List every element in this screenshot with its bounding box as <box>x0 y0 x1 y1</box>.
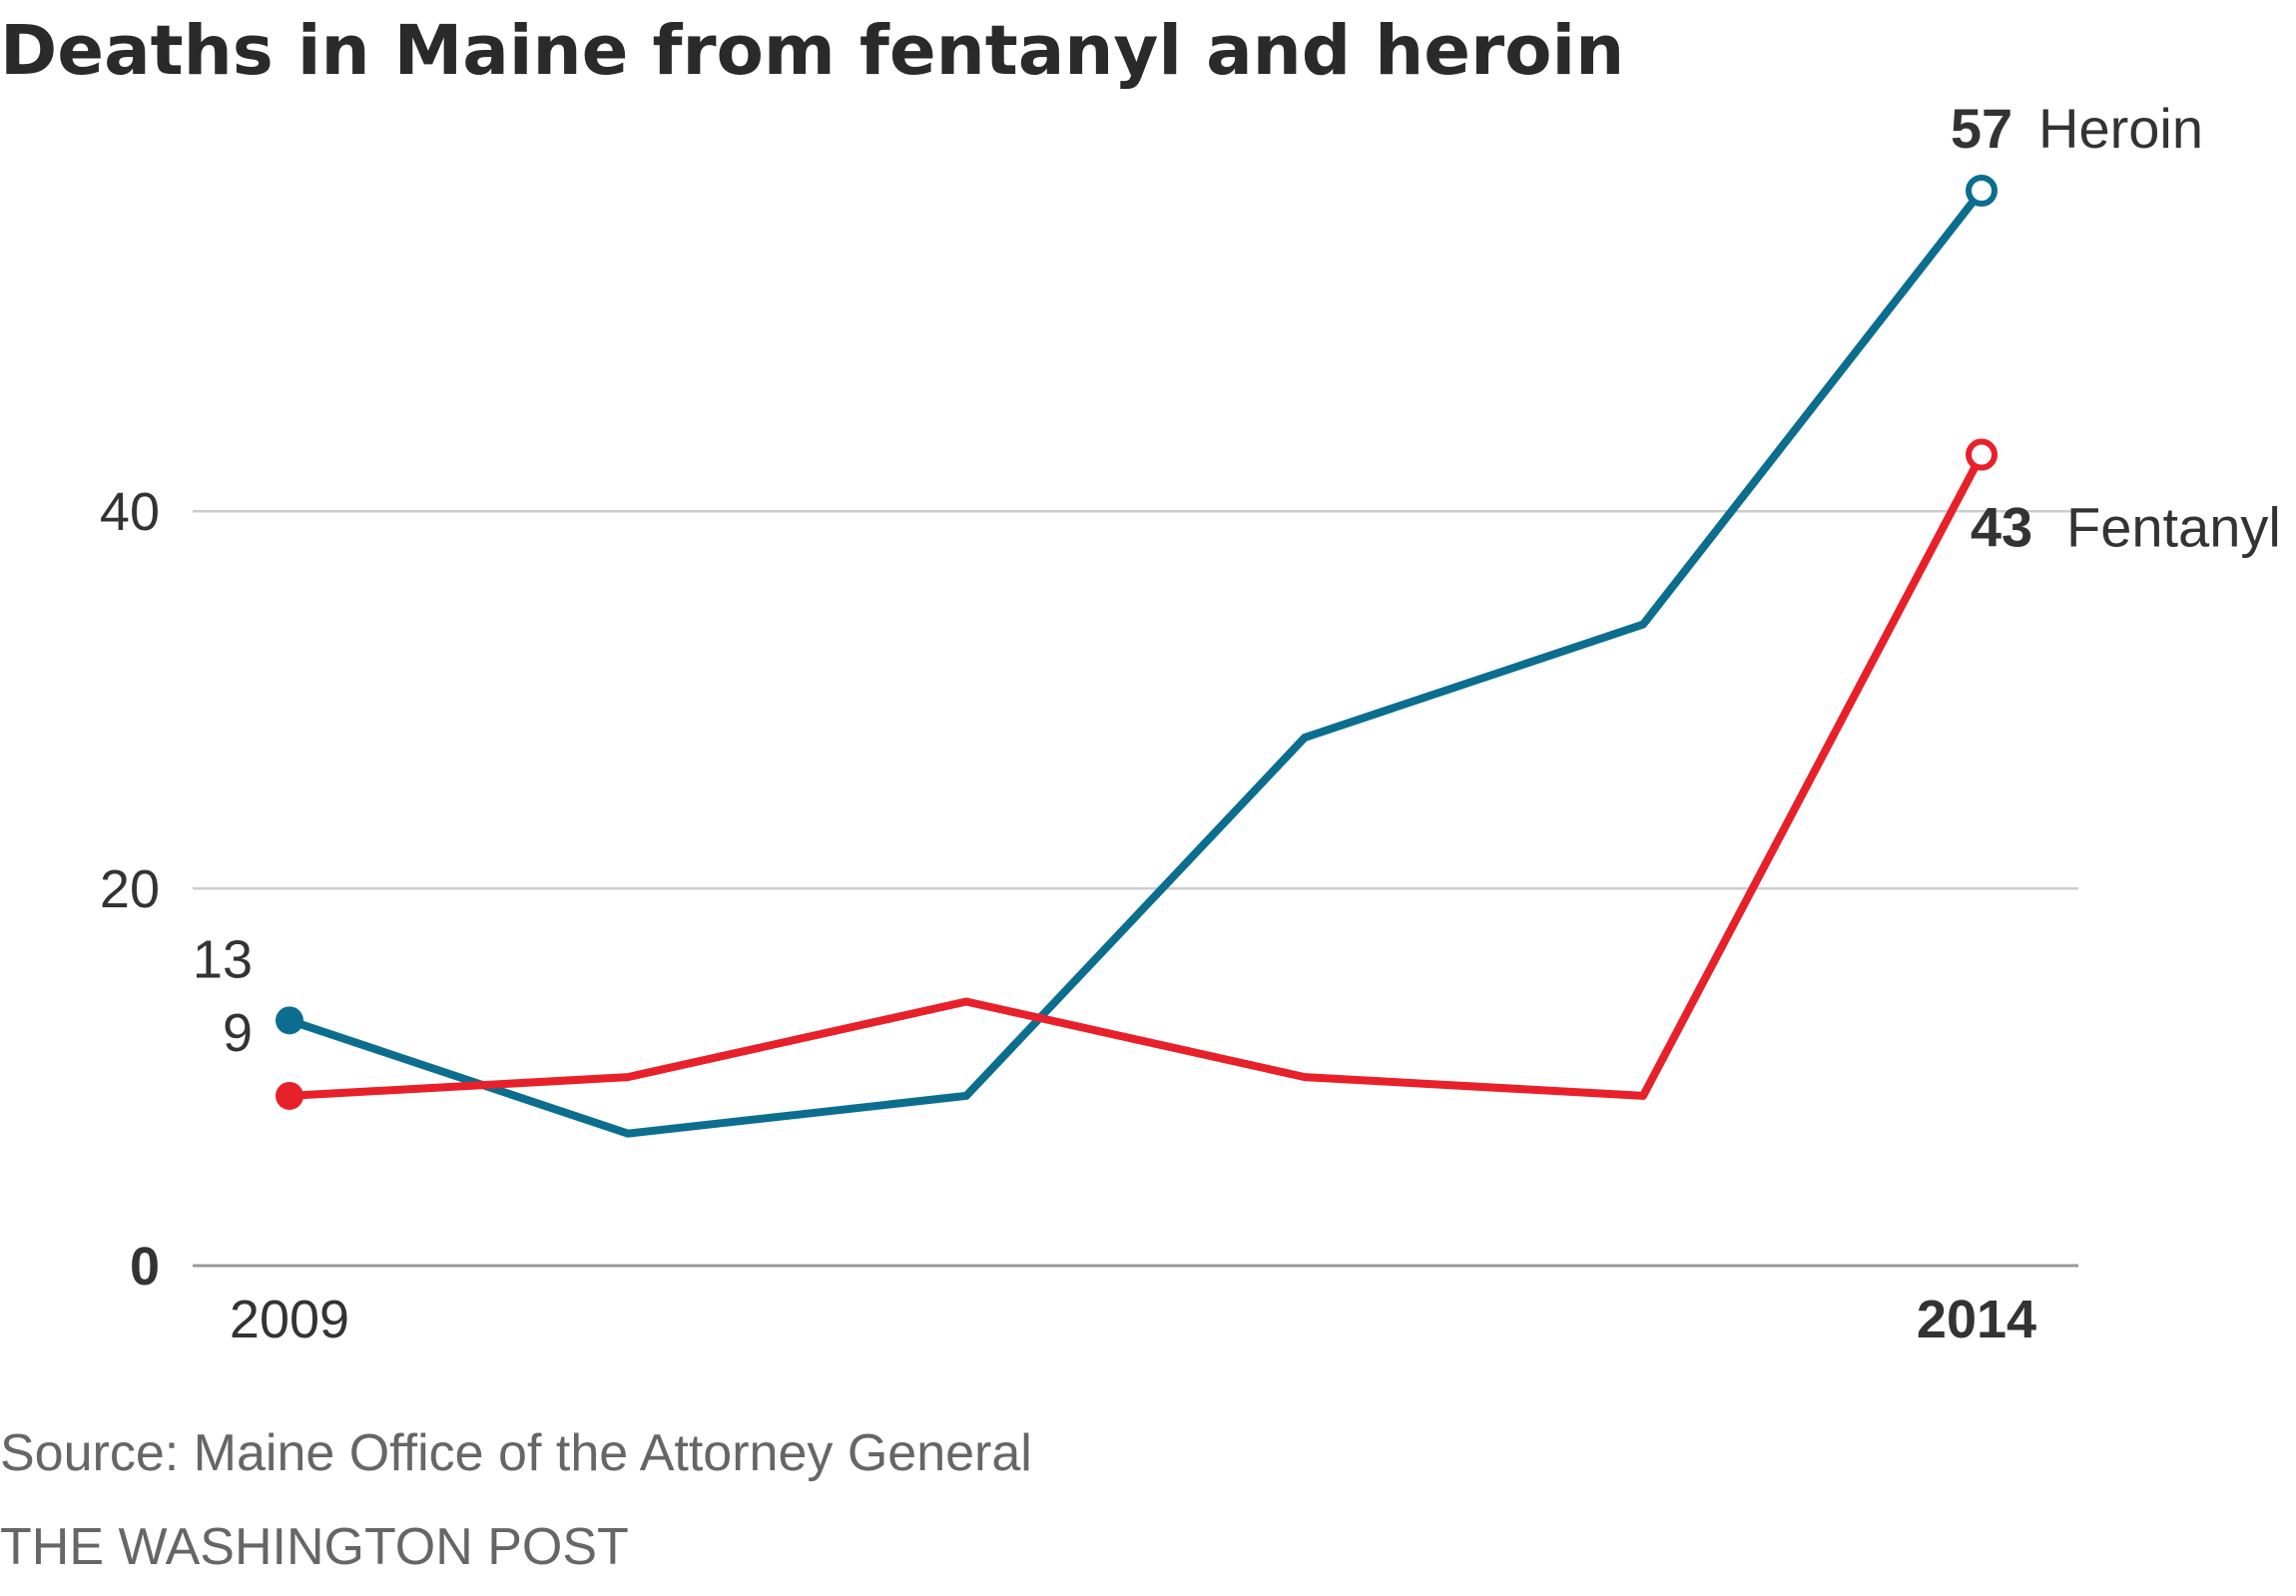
y-tick-label-0: 0 <box>130 1237 160 1297</box>
series-markers <box>276 175 1998 1110</box>
y-tick-label-20: 20 <box>100 859 160 919</box>
grid-lines <box>193 509 2078 1268</box>
series-labels: 13 57 Heroin 9 43 Fentanyl <box>193 97 2281 1063</box>
publisher-credit: THE WASHINGTON POST <box>0 1518 629 1576</box>
fentanyl-end-value-label: 43 <box>1971 496 2032 559</box>
heroin-line <box>286 187 1986 1138</box>
heroin-start-marker <box>276 1006 303 1035</box>
heroin-start-value-label: 13 <box>193 929 253 989</box>
heroin-end-name-label: Heroin <box>2038 97 2203 160</box>
fentanyl-start-value-label: 9 <box>223 1003 253 1063</box>
x-tick-label-end: 2014 <box>1917 1290 2036 1349</box>
heroin-end-marker <box>1966 175 1998 207</box>
x-tick-label-start: 2009 <box>230 1290 349 1349</box>
chart-title: Deaths in Maine from fentanyl and heroin <box>0 11 1625 91</box>
y-tick-label-40: 40 <box>100 482 160 542</box>
axis-labels: 0 20 40 2009 2014 <box>100 482 2036 1349</box>
series-lines <box>286 187 1986 1138</box>
fentanyl-end-marker <box>1966 438 1998 471</box>
source-note: Source: Maine Office of the Attorney Gen… <box>0 1424 1032 1482</box>
fentanyl-end-name-label: Fentanyl <box>2066 496 2281 559</box>
heroin-end-value-label: 57 <box>1951 97 2012 160</box>
fentanyl-line <box>286 450 1986 1100</box>
fentanyl-start-marker <box>276 1081 303 1110</box>
